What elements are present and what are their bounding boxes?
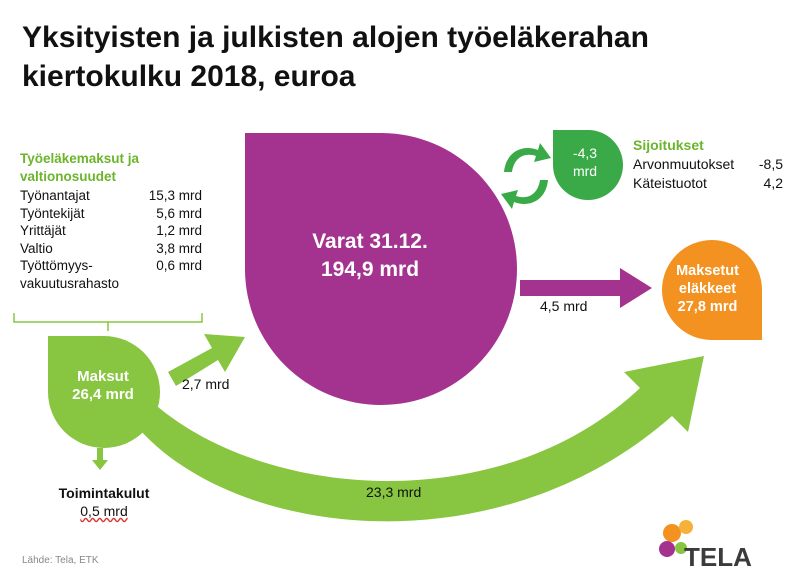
investments-details: Sijoitukset Arvonmuutokset -8,5 Käteistu… [633,136,783,193]
contributions-bracket [13,313,203,331]
arrow-payments-to-assets [168,334,245,386]
cycle-icon [501,143,551,209]
contribution-row-entrepreneurs: Yrittäjät 1,2 mrd [20,223,202,238]
contributions-list: Työeläkemaksut ja valtionosuudet Työnant… [20,150,202,292]
pensions-blob [662,240,762,340]
page-title: Yksityisten ja julkisten alojen työeläke… [22,18,722,96]
assets-label: Varat 31.12. 194,9 mrd [312,230,428,281]
title-line-2: kiertokulku 2018, euroa [22,60,356,93]
operating-costs-value: 0,5 mrd [80,503,128,519]
tela-logo-icon [659,520,693,557]
source-note: Lähde: Tela, ETK [22,555,99,566]
payments-label: Maksut 26,4 mrd [72,368,134,403]
title-line-1: Yksityisten ja julkisten alojen työeläke… [22,21,649,54]
contribution-row-state: Valtio 3,8 mrd [20,240,202,256]
assets-blob [245,133,517,405]
arrow-payments-to-costs [92,448,108,470]
pensions-label: Maksetut eläkkeet 27,8 mrd [676,263,739,315]
investments-net-label: -4,3 mrd [572,145,598,179]
flow-label-payments-to-pensions: 23,3 mrd [366,484,422,500]
contributions-heading: Työeläkemaksut ja valtionosuudet [20,151,140,184]
investments-heading: Sijoitukset [633,137,704,153]
operating-costs: Toimintakulut 0,5 mrd [44,484,164,520]
contribution-row-employees: Työntekijät 5,6 mrd [20,205,202,221]
flow-label-assets-to-pensions: 4,5 mrd [540,298,588,314]
payments-blob [48,336,160,448]
flow-label-payments-to-assets: 2,7 mrd [182,376,230,392]
contribution-row-employers: Työnantajat 15,3 mrd [20,188,202,203]
arrow-assets-to-pensions [520,268,652,308]
investments-blob [553,130,623,200]
contribution-row-continuation: vakuutusrahasto [20,275,120,291]
operating-costs-heading: Toimintakulut [58,485,150,501]
tela-logo-text: TELA [684,542,752,572]
investments-row-value-changes: Arvonmuutokset -8,5 [633,156,783,172]
contribution-row-unemployment-fund: Työttömyys- 0,6 mrd [20,258,202,273]
arrow-payments-to-pensions [140,356,704,522]
investments-row-cash-returns: Käteistuotot 4,2 [633,175,783,191]
